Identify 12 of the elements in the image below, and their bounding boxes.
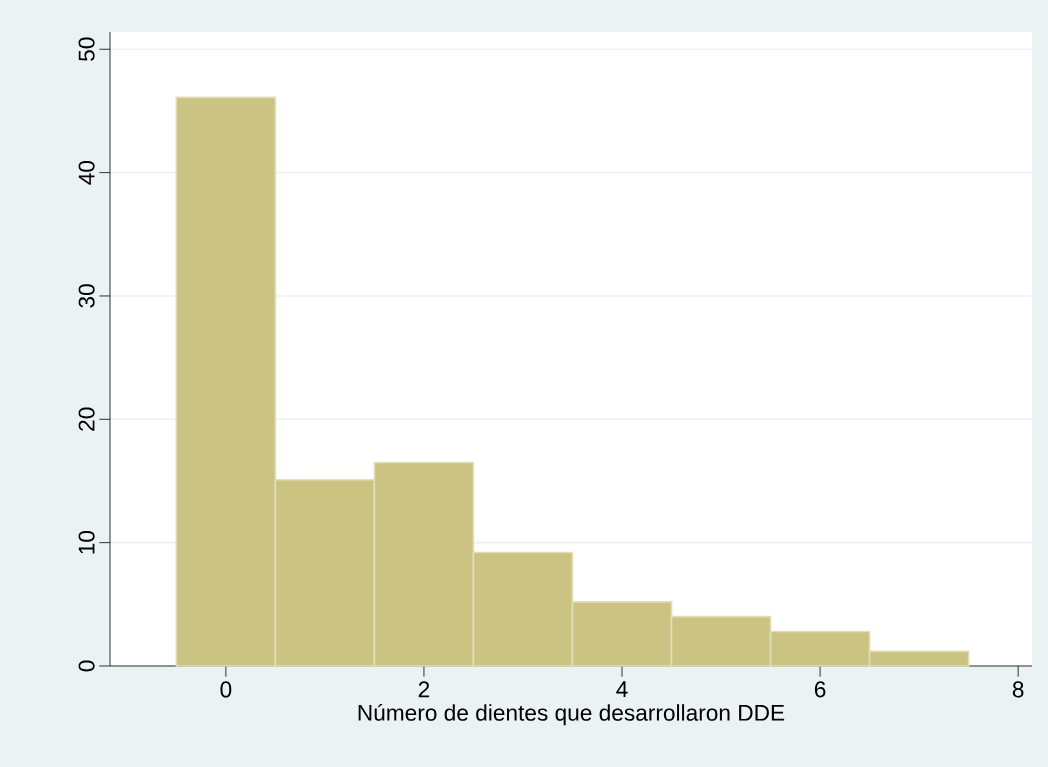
- x-tick-label: 6: [814, 681, 826, 698]
- x-tick-label: 0: [220, 681, 232, 698]
- y-tick-label: 50: [78, 37, 95, 61]
- x-axis-title: Número de dientes que desarrollaron DDE: [358, 703, 785, 726]
- x-tick-label: 2: [418, 681, 430, 698]
- x-tick-label: 4: [616, 681, 628, 697]
- y-tick-label: 10: [78, 530, 95, 554]
- y-tick-label: 20: [78, 407, 95, 431]
- y-tick-label: 40: [78, 160, 95, 185]
- y-tick-label: 0: [78, 660, 95, 672]
- x-tick-label: 8: [1012, 681, 1024, 698]
- y-tick-label: 30: [78, 284, 95, 308]
